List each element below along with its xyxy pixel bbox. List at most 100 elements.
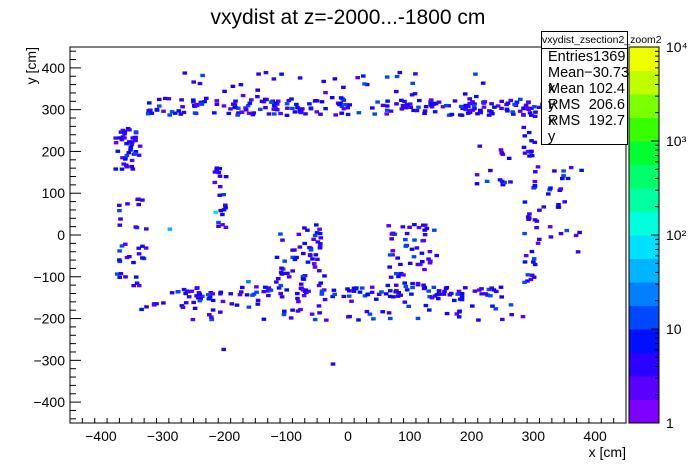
data-cell xyxy=(428,98,434,102)
data-cell xyxy=(123,275,128,279)
data-cell xyxy=(386,224,391,228)
data-cell xyxy=(403,238,408,242)
data-cell xyxy=(411,108,416,113)
y-tick-label: −300 xyxy=(33,352,65,368)
data-cell xyxy=(218,209,224,213)
data-cell xyxy=(250,113,256,117)
data-cell xyxy=(295,296,300,301)
data-cell xyxy=(463,286,468,290)
data-cell xyxy=(356,111,362,115)
data-cell xyxy=(509,313,514,317)
data-cell xyxy=(466,104,471,109)
data-cell xyxy=(528,277,534,282)
data-cell xyxy=(317,311,322,315)
palette-cell xyxy=(629,117,659,142)
data-cell xyxy=(525,279,530,283)
data-cell xyxy=(482,100,487,104)
data-cell xyxy=(449,112,455,117)
data-cell xyxy=(129,143,134,147)
palette-cell xyxy=(629,211,659,236)
data-cell xyxy=(414,109,420,113)
data-cell xyxy=(529,149,534,153)
data-cell xyxy=(154,302,159,306)
data-cell xyxy=(388,109,394,113)
data-cell xyxy=(407,102,413,106)
data-cell xyxy=(296,232,302,236)
data-cell xyxy=(144,305,149,309)
data-cell xyxy=(490,112,495,116)
data-cell xyxy=(329,96,335,100)
data-cell xyxy=(223,203,228,207)
data-cell xyxy=(455,292,460,296)
data-cell xyxy=(137,144,143,148)
data-cell xyxy=(229,302,235,306)
data-cell xyxy=(504,107,510,111)
data-cell xyxy=(210,292,215,296)
x-tick-label: 0 xyxy=(344,428,352,444)
data-cell xyxy=(212,180,218,185)
data-cell xyxy=(429,105,435,109)
data-cell xyxy=(318,242,323,246)
data-cell xyxy=(522,280,527,284)
data-cell xyxy=(427,261,433,265)
data-cell xyxy=(279,272,285,276)
stats-rms-y-label: RMS y xyxy=(548,113,581,145)
data-cell xyxy=(303,288,308,292)
data-cell xyxy=(130,167,136,171)
data-cell xyxy=(144,227,149,231)
data-cell xyxy=(259,99,265,103)
data-cell xyxy=(216,220,221,225)
data-cell xyxy=(151,303,157,307)
data-cell xyxy=(410,81,415,85)
data-cell xyxy=(323,91,328,95)
data-cell xyxy=(388,316,393,321)
data-cell xyxy=(190,317,196,322)
data-cell xyxy=(298,110,304,114)
data-cell xyxy=(341,85,346,89)
data-cell xyxy=(470,304,475,308)
data-cell xyxy=(454,312,460,316)
data-cell xyxy=(531,257,537,261)
x-tick-label: 400 xyxy=(583,428,607,444)
data-cell xyxy=(295,309,301,313)
data-cell xyxy=(243,108,249,112)
data-cell xyxy=(355,76,360,80)
data-cell xyxy=(380,103,386,107)
data-cell xyxy=(311,237,316,241)
data-cell xyxy=(391,295,396,299)
data-cell xyxy=(500,183,506,187)
data-cell xyxy=(565,176,571,181)
data-cell xyxy=(452,298,457,303)
data-cell xyxy=(179,98,184,102)
data-cell xyxy=(375,100,380,104)
data-cell xyxy=(527,154,532,158)
palette-tick-label: 1 xyxy=(666,415,674,431)
data-cell xyxy=(568,165,574,170)
data-cell xyxy=(319,289,325,293)
data-cell xyxy=(402,281,407,285)
data-cell xyxy=(121,162,126,166)
data-cell xyxy=(202,100,207,104)
data-cell xyxy=(447,293,453,297)
data-cell xyxy=(318,236,324,240)
data-cell xyxy=(313,253,319,257)
data-cell xyxy=(128,148,133,152)
data-cell xyxy=(438,292,443,296)
data-cell xyxy=(316,304,322,308)
data-cell xyxy=(315,257,320,261)
data-cell xyxy=(523,254,529,258)
data-cell xyxy=(290,269,295,273)
data-cell xyxy=(239,110,245,114)
data-cell xyxy=(167,227,173,231)
data-cell xyxy=(488,168,493,173)
data-cell xyxy=(561,174,566,178)
data-cell xyxy=(261,317,267,321)
data-cell xyxy=(122,129,127,134)
data-cell xyxy=(167,113,172,117)
data-cell xyxy=(408,105,413,109)
data-cell xyxy=(136,284,142,288)
data-cell xyxy=(536,105,542,109)
data-cell xyxy=(266,286,272,290)
x-tick-label: −100 xyxy=(270,428,302,444)
data-cell xyxy=(441,292,447,296)
